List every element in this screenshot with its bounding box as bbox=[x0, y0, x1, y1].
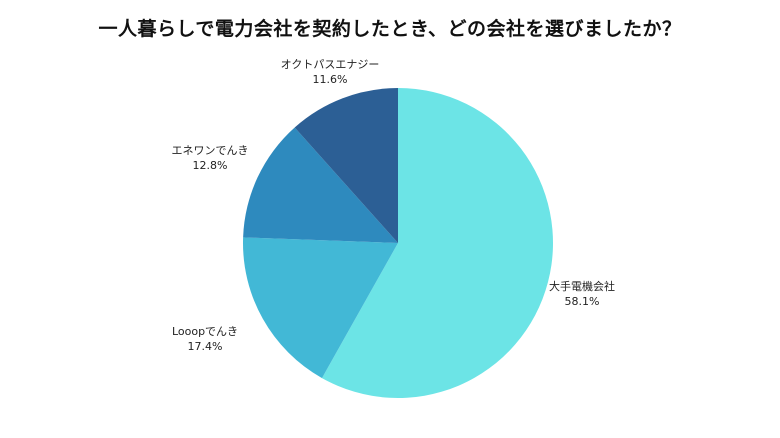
slice-label-2: エネワンでんき bbox=[172, 144, 249, 157]
slice-value-3: 11.6% bbox=[313, 73, 348, 86]
pie-slice-0 bbox=[321, 88, 553, 398]
pie-slices bbox=[242, 88, 553, 398]
slice-value-0: 58.1% bbox=[565, 295, 600, 308]
slice-label-3: オクトパスエナジー bbox=[281, 58, 380, 71]
pie-slice-3 bbox=[294, 88, 398, 243]
slice-label-0: 大手電機会社 bbox=[549, 279, 615, 293]
slice-value-1: 17.4% bbox=[188, 340, 223, 353]
chart-title: 一人暮らしで電力会社を契約したとき、どの会社を選びましたか？ bbox=[98, 18, 682, 40]
pie-slice-1 bbox=[242, 237, 398, 379]
pie-slice-2 bbox=[243, 127, 398, 243]
slice-value-2: 12.8% bbox=[193, 159, 228, 172]
pie-labels: 大手電機会社 58.1% Looopでんき 17.4% エネワンでんき 12.8% オクトパ… bbox=[172, 58, 616, 353]
slice-label-1: Looopでんき bbox=[172, 325, 238, 338]
